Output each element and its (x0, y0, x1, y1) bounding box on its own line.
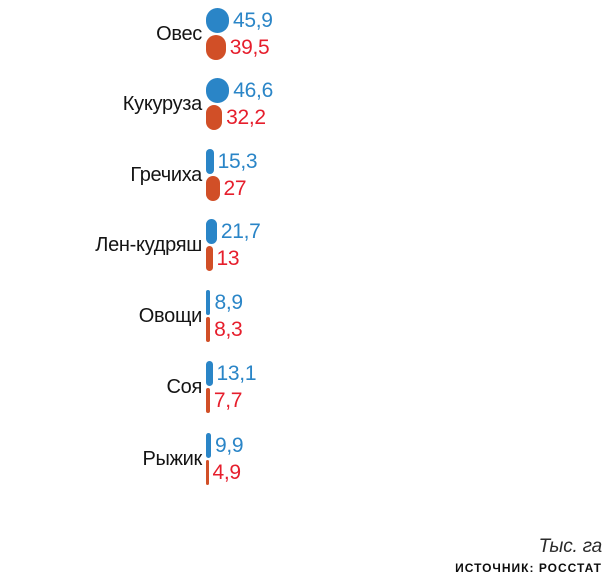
bar-line-series-red: 39,5 (206, 35, 273, 60)
bar-series-blue (206, 361, 213, 386)
value-label: 4,9 (212, 461, 242, 484)
value-label: 39,5 (229, 36, 270, 59)
value-label: 13,1 (216, 362, 257, 385)
chart-row: Гречиха 15,3 27 (0, 149, 605, 201)
value-label: 8,3 (214, 318, 243, 341)
bar-group: 13,1 7,7 (206, 361, 257, 413)
category-label: Кукуруза (122, 92, 203, 115)
units-label: Тыс. га (538, 536, 603, 557)
category-label: Рыжик (142, 447, 202, 470)
value-label: 15,3 (217, 150, 258, 173)
chart-row: Овощи 8,9 8,3 (0, 290, 605, 342)
bar-series-red (206, 388, 210, 413)
bar-group: 15,3 27 (206, 149, 258, 201)
bar-series-blue (206, 8, 229, 33)
bar-group: 46,6 32,2 (206, 78, 273, 130)
bar-series-red (206, 460, 209, 485)
bar-line-series-red: 8,3 (206, 317, 243, 342)
bar-series-blue (206, 433, 211, 458)
bar-series-red (206, 246, 213, 271)
chart-row: Овес 45,9 39,5 (0, 8, 605, 60)
value-label: 27 (223, 177, 247, 200)
value-label: 9,9 (214, 434, 244, 457)
chart-row: Лен-кудряш 21,7 13 (0, 219, 605, 271)
bar-line-series-red: 32,2 (206, 105, 273, 130)
bar-line-series-blue: 9,9 (206, 433, 244, 458)
chart-row: Кукуруза 46,6 32,2 (0, 78, 605, 130)
bar-line-series-blue: 21,7 (206, 219, 261, 244)
category-label: Гречиха (130, 163, 202, 186)
bar-line-series-blue: 45,9 (206, 8, 273, 33)
value-label: 7,7 (213, 389, 243, 412)
category-label: Овес (156, 22, 202, 45)
bar-line-series-blue: 46,6 (206, 78, 273, 103)
paired-bar-chart: Овес 45,9 39,5 Кукуруза 46,6 32,2 Гречиха 15,3 2… (0, 8, 605, 485)
bar-line-series-red: 13 (206, 246, 261, 271)
category-label: Овощи (138, 304, 203, 327)
bar-series-red (206, 317, 211, 342)
bar-group: 8,9 8,3 (206, 290, 243, 342)
bar-line-series-red: 27 (206, 176, 257, 201)
bar-series-blue (206, 219, 217, 244)
bar-series-red (206, 35, 226, 60)
bar-series-blue (206, 290, 211, 315)
chart-row: Рыжик 9,9 4,9 (0, 433, 605, 485)
value-label: 8,9 (214, 291, 243, 314)
value-label: 32,2 (226, 106, 266, 129)
bar-series-blue (206, 78, 230, 103)
bar-line-series-blue: 13,1 (206, 361, 257, 386)
category-label: Лен-кудряш (95, 233, 202, 256)
bar-line-series-red: 7,7 (206, 388, 256, 413)
bar-group: 9,9 4,9 (206, 433, 244, 485)
category-label: Соя (166, 375, 203, 398)
value-label: 21,7 (220, 220, 261, 243)
bar-group: 21,7 13 (206, 219, 261, 271)
bar-series-blue (206, 149, 214, 174)
source-label: ИСТОЧНИК: РОССТАТ (455, 561, 602, 575)
bar-group: 45,9 39,5 (206, 8, 273, 60)
chart-row: Соя 13,1 7,7 (0, 361, 605, 413)
value-label: 46,6 (233, 79, 273, 102)
value-label: 13 (216, 247, 240, 270)
bar-line-series-red: 4,9 (206, 460, 243, 485)
bar-series-red (206, 105, 223, 130)
value-label: 45,9 (232, 9, 273, 32)
bar-line-series-blue: 8,9 (206, 290, 243, 315)
bar-line-series-blue: 15,3 (206, 149, 258, 174)
bar-series-red (206, 176, 220, 201)
